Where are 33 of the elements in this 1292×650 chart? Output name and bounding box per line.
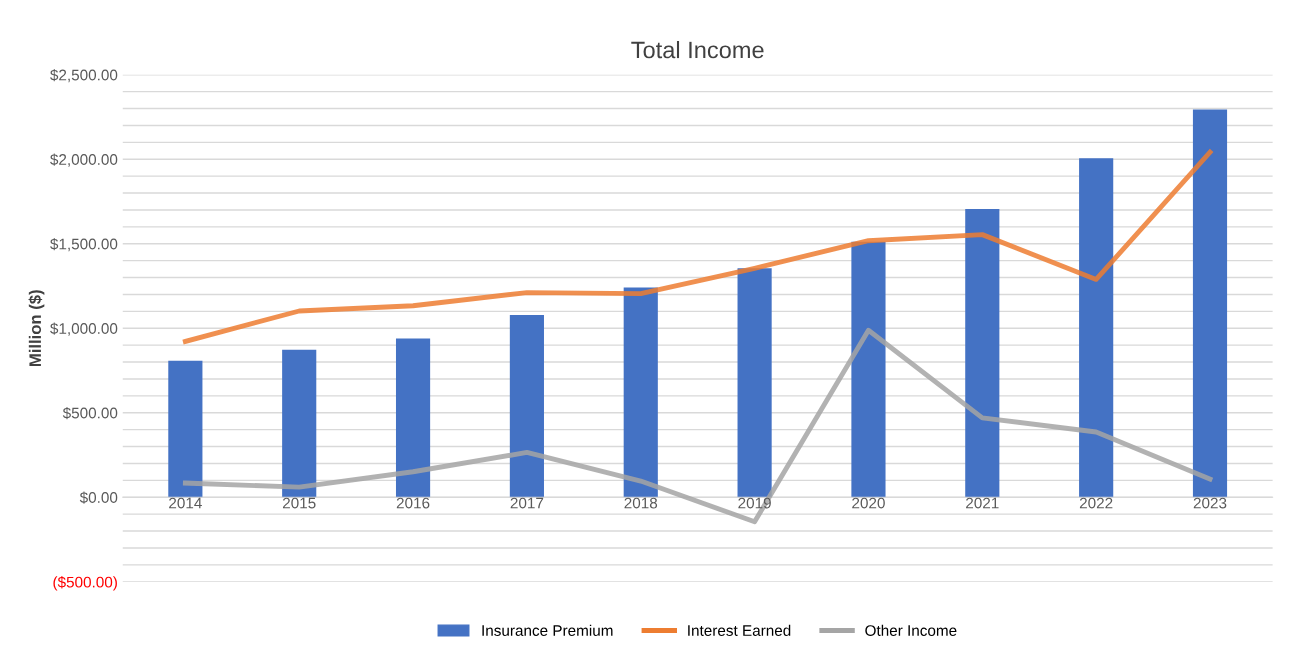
- line-series: [182, 149, 1213, 344]
- y-axis-title: Million ($): [28, 290, 45, 367]
- x-tick-label: 2015: [282, 497, 316, 509]
- legend-label: Insurance Premium: [482, 624, 613, 636]
- x-tick-label: 2022: [1079, 497, 1113, 509]
- y-tick-label: $2,500.00: [50, 68, 118, 83]
- y-tick-label: $1,500.00: [50, 237, 118, 252]
- y-tick-label: ($500.00): [53, 576, 117, 591]
- y-tick-label: $1,000.00: [50, 322, 118, 336]
- x-tick-label: 2016: [396, 497, 430, 509]
- bar: [1079, 158, 1114, 498]
- bar: [851, 241, 886, 498]
- bar: [623, 287, 658, 498]
- x-tick-label: 2019: [738, 497, 771, 509]
- y-tick-label: $2,000.00: [50, 153, 118, 167]
- legend-label: Other Income: [865, 624, 957, 636]
- bar: [965, 209, 1000, 498]
- bar: [1192, 109, 1228, 498]
- bar: [509, 315, 544, 498]
- bar: [737, 268, 772, 498]
- x-tick-label: 2021: [966, 497, 999, 509]
- legend-label: Interest Earned: [688, 624, 791, 636]
- x-tick-label: 2018: [624, 497, 658, 509]
- x-tick-label: 2014: [169, 497, 202, 509]
- x-tick-label: 2020: [852, 497, 885, 509]
- x-tick-label: 2023: [1193, 497, 1227, 509]
- bar: [168, 360, 203, 498]
- chart-title: Total Income: [631, 40, 764, 59]
- y-tick-label: $0.00: [79, 491, 118, 504]
- y-tick-label: $500.00: [62, 406, 118, 420]
- bar: [395, 338, 431, 498]
- bar: [282, 349, 317, 498]
- x-tick-label: 2017: [510, 497, 544, 509]
